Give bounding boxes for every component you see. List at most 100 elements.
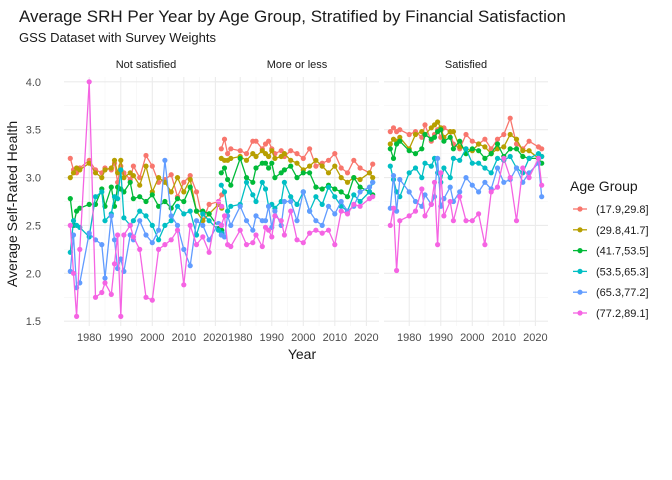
data-point (193, 242, 200, 248)
data-point (526, 138, 532, 144)
data-point (143, 232, 149, 238)
data-point (482, 155, 488, 161)
data-point (390, 173, 397, 179)
data-point (143, 152, 149, 159)
data-point (278, 218, 284, 224)
data-point (494, 155, 501, 161)
data-point (313, 227, 319, 233)
data-point (501, 144, 507, 150)
legend-label: (65.3,77.2] (596, 287, 649, 299)
data-point (387, 141, 393, 147)
data-point (494, 141, 501, 147)
data-point (428, 201, 434, 207)
data-point (111, 261, 118, 267)
data-point (156, 227, 162, 233)
data-point (187, 263, 193, 269)
y-tick-label: 2.0 (26, 268, 41, 280)
data-point (332, 186, 338, 192)
data-point (476, 141, 482, 147)
data-point (431, 134, 438, 140)
data-point (300, 240, 306, 246)
data-point (288, 194, 294, 200)
data-point (319, 163, 325, 169)
data-point (111, 237, 118, 243)
data-point (92, 170, 99, 176)
data-point (108, 291, 114, 297)
data-point (168, 205, 174, 211)
data-point (526, 148, 532, 154)
data-point (366, 184, 373, 190)
data-point (288, 208, 294, 214)
data-point (250, 179, 256, 185)
data-point (200, 234, 206, 240)
data-point (494, 184, 501, 190)
data-point (219, 203, 225, 209)
data-point (115, 232, 121, 238)
data-point (225, 151, 231, 157)
chart-subtitle: GSS Dataset with Survey Weights (19, 30, 217, 45)
data-point (307, 208, 313, 214)
data-point (187, 208, 193, 214)
data-point (332, 211, 338, 217)
data-point (174, 222, 181, 228)
data-point (307, 146, 313, 152)
data-point (507, 175, 513, 181)
data-point (482, 136, 488, 142)
data-point (307, 230, 313, 236)
data-point (313, 163, 319, 169)
data-point (262, 160, 269, 166)
data-point (387, 222, 393, 228)
data-point (218, 182, 224, 188)
data-point (441, 138, 447, 144)
legend-key-point (577, 227, 583, 233)
data-point (174, 203, 181, 209)
data-point (351, 157, 357, 163)
data-point (228, 222, 234, 228)
data-point (325, 227, 332, 233)
data-point (332, 163, 338, 169)
legend: Age Group (17.9,29.8] (29.8,41.7] (41.7,53… (570, 178, 649, 320)
data-point (332, 242, 338, 248)
data-point (507, 153, 513, 160)
data-point (325, 170, 332, 176)
data-point (243, 157, 250, 163)
data-point (67, 175, 73, 181)
data-point (501, 179, 507, 185)
data-point (357, 203, 363, 209)
data-point (70, 170, 77, 176)
x-tick-label: 1990 (260, 332, 284, 344)
x-axis-title: Year (288, 346, 317, 362)
data-point (307, 170, 313, 176)
data-point (67, 196, 73, 202)
data-point (130, 218, 136, 224)
data-point (174, 227, 181, 233)
data-point (193, 218, 200, 224)
data-point (422, 160, 428, 166)
data-point (237, 155, 243, 161)
data-point (332, 151, 338, 157)
data-point (137, 218, 143, 224)
data-point (168, 189, 174, 195)
data-point (370, 175, 376, 181)
data-point (488, 151, 494, 157)
data-point (406, 213, 412, 219)
data-point (313, 157, 319, 163)
data-point (520, 153, 526, 160)
data-point (253, 232, 259, 238)
data-point (447, 184, 453, 190)
data-point (187, 173, 193, 179)
data-point (253, 165, 259, 171)
y-tick-label: 3.0 (26, 173, 41, 185)
data-point (526, 175, 532, 181)
data-point (206, 211, 212, 217)
data-point (253, 213, 259, 219)
data-point (86, 230, 92, 236)
data-point (476, 148, 482, 154)
data-point (397, 127, 403, 133)
data-point (463, 131, 469, 138)
data-point (156, 237, 162, 243)
data-point (294, 151, 300, 157)
data-point (419, 175, 425, 181)
data-point (250, 240, 256, 246)
